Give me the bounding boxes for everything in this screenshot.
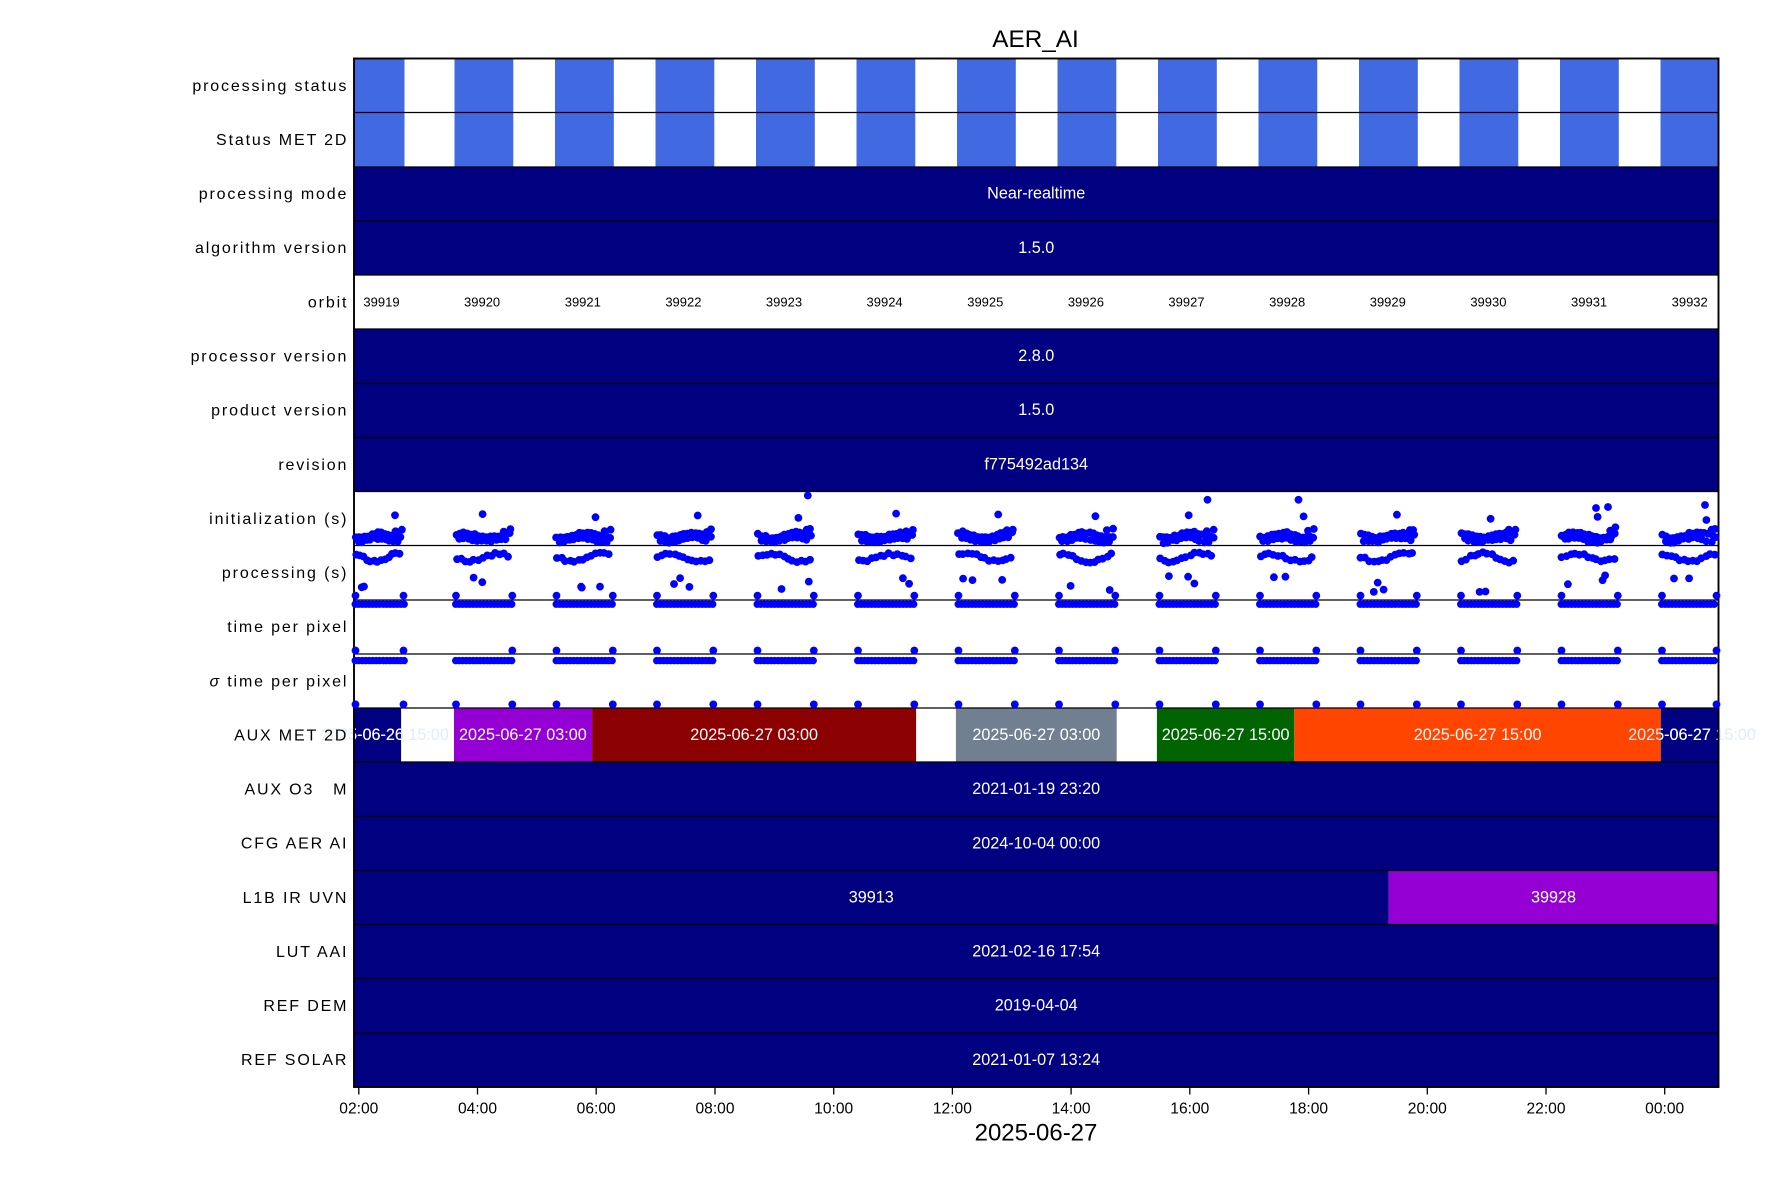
svg-text:AUX MET 2D: AUX MET 2D	[234, 727, 348, 744]
svg-text:39928: 39928	[1269, 294, 1305, 309]
svg-text:AUX O3 M: AUX O3 M	[244, 782, 348, 799]
svg-text:f775492ad134: f775492ad134	[984, 455, 1088, 473]
svg-text:processing status: processing status	[192, 78, 348, 95]
svg-text:REF DEM: REF DEM	[263, 998, 348, 1015]
svg-text:39920: 39920	[464, 294, 500, 309]
svg-text:39925: 39925	[967, 294, 1003, 309]
svg-text:20:00: 20:00	[1408, 1100, 1447, 1117]
svg-text:04:00: 04:00	[458, 1100, 497, 1117]
svg-text:39924: 39924	[867, 294, 903, 309]
svg-text:revision: revision	[278, 457, 348, 474]
svg-text:39930: 39930	[1470, 294, 1506, 309]
svg-text:2025-06-27 15:00: 2025-06-27 15:00	[1628, 726, 1756, 744]
svg-text:algorithm version: algorithm version	[195, 240, 348, 257]
svg-text:39926: 39926	[1068, 294, 1104, 309]
svg-text:1.5.0: 1.5.0	[1018, 239, 1054, 257]
svg-text:2021-02-16 17:54: 2021-02-16 17:54	[972, 943, 1100, 961]
svg-text:39919: 39919	[363, 294, 399, 309]
svg-text:initialization (s): initialization (s)	[209, 511, 348, 528]
svg-text:2025-06-27: 2025-06-27	[975, 1120, 1098, 1147]
svg-text:processing (s): processing (s)	[222, 565, 348, 582]
svg-text:02:00: 02:00	[339, 1100, 378, 1117]
svg-text:2025-06-27 03:00: 2025-06-27 03:00	[690, 726, 818, 744]
svg-text:06:00: 06:00	[577, 1100, 616, 1117]
svg-text:CFG AER AI: CFG AER AI	[241, 836, 348, 853]
svg-text:39923: 39923	[766, 294, 802, 309]
svg-text:processor version: processor version	[191, 349, 349, 366]
svg-text:2025-06-27 03:00: 2025-06-27 03:00	[972, 726, 1100, 744]
svg-text:2.8.0: 2.8.0	[1018, 347, 1054, 365]
svg-text:18:00: 18:00	[1289, 1100, 1328, 1117]
svg-text:2025-06-27 03:00: 2025-06-27 03:00	[459, 726, 587, 744]
svg-text:2024-10-04 00:00: 2024-10-04 00:00	[972, 834, 1100, 852]
svg-text:1.5.0: 1.5.0	[1018, 401, 1054, 419]
svg-text:2025-06-26 15:00: 2025-06-26 15:00	[321, 726, 449, 744]
svg-text:08:00: 08:00	[695, 1100, 734, 1117]
svg-text:REF SOLAR: REF SOLAR	[241, 1052, 348, 1069]
svg-text:39921: 39921	[565, 294, 601, 309]
svg-text:time per pixel: time per pixel	[227, 619, 348, 636]
svg-text:LUT AAI: LUT AAI	[276, 944, 348, 961]
svg-text:Near-realtime: Near-realtime	[987, 185, 1085, 203]
svg-text:10:00: 10:00	[814, 1100, 853, 1117]
svg-text:2021-01-19 23:20: 2021-01-19 23:20	[972, 780, 1100, 798]
svg-text:2025-06-26 15:00: 2025-06-26 15:00	[321, 726, 449, 744]
svg-text:39931: 39931	[1571, 294, 1607, 309]
svg-text:σ time per pixel: σ time per pixel	[209, 673, 348, 690]
svg-text:processing mode: processing mode	[199, 186, 349, 203]
svg-text:12:00: 12:00	[933, 1100, 972, 1117]
svg-text:L1B IR UVN: L1B IR UVN	[243, 890, 349, 907]
svg-text:2019-04-04: 2019-04-04	[995, 997, 1078, 1015]
svg-text:2025-06-27 15:00: 2025-06-27 15:00	[1162, 726, 1290, 744]
svg-text:39927: 39927	[1168, 294, 1204, 309]
svg-text:2025-06-27 15:00: 2025-06-27 15:00	[1628, 726, 1756, 744]
svg-text:39913: 39913	[849, 888, 894, 906]
svg-text:39929: 39929	[1370, 294, 1406, 309]
svg-text:product version: product version	[211, 403, 348, 420]
svg-text:AER_AI: AER_AI	[992, 26, 1078, 53]
svg-text:39928: 39928	[1531, 888, 1576, 906]
svg-text:22:00: 22:00	[1526, 1100, 1565, 1117]
svg-text:39922: 39922	[665, 294, 701, 309]
svg-text:2025-06-27 15:00: 2025-06-27 15:00	[1414, 726, 1542, 744]
svg-text:Status MET 2D: Status MET 2D	[216, 132, 348, 149]
svg-text:2021-01-07 13:24: 2021-01-07 13:24	[972, 1051, 1100, 1069]
svg-text:orbit: orbit	[308, 294, 348, 311]
svg-text:16:00: 16:00	[1170, 1100, 1209, 1117]
svg-text:14:00: 14:00	[1052, 1100, 1091, 1117]
svg-text:00:00: 00:00	[1645, 1100, 1684, 1117]
svg-text:39932: 39932	[1672, 294, 1708, 309]
